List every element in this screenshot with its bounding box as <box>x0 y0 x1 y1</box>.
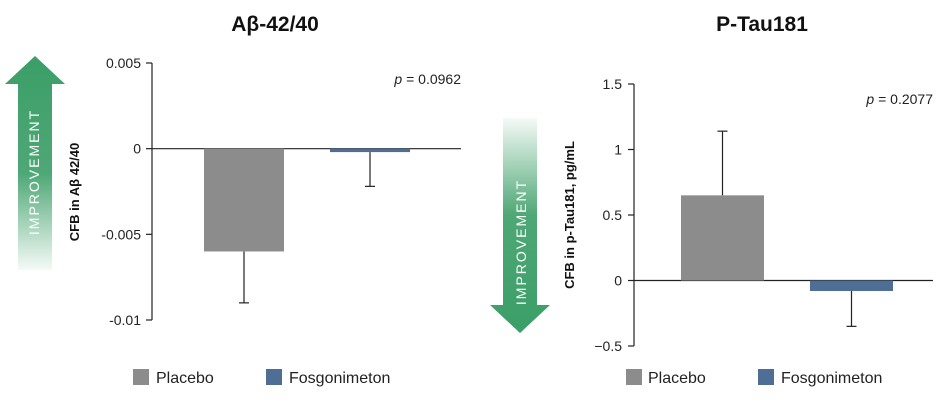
bar-placebo <box>204 148 284 252</box>
chart-title: Aβ-42/40 <box>231 13 319 36</box>
arrow-up-icon <box>5 56 65 270</box>
y-tick-label: 1.5 <box>603 76 623 92</box>
improvement-arrow-down: IMPROVEMENT <box>490 118 550 333</box>
y-tick-label: 0 <box>614 273 622 289</box>
legend-label-placebo: Placebo <box>156 370 214 387</box>
y-tick-label: 0 <box>133 141 141 157</box>
bars <box>204 148 410 304</box>
p-value-annotation: p = 0.2077 <box>865 91 933 107</box>
arrow-down-icon <box>490 118 550 333</box>
bar-fosgonimeton <box>330 148 410 153</box>
legend-label-fosgonimeton: Fosgonimeton <box>289 370 390 387</box>
legend-swatch-fosgonimeton <box>758 369 774 385</box>
bar-placebo <box>681 195 764 281</box>
y-tick-label: -0.01 <box>109 312 141 328</box>
legend-label-fosgonimeton: Fosgonimeton <box>781 370 882 387</box>
legend: Placebo Fosgonimeton <box>626 369 882 387</box>
y-tick-label: 0.005 <box>106 55 141 71</box>
improvement-label: IMPROVEMENT <box>513 179 529 305</box>
panel-ptau: P-Tau181 IMPROVEMENT CFB in p-Tau181, pg… <box>490 13 933 387</box>
bars <box>681 130 893 327</box>
p-value-annotation: p = 0.0962 <box>393 71 461 87</box>
y-tick-label: -0.005 <box>101 226 141 242</box>
bar-fosgonimeton <box>810 280 893 291</box>
p-value: = 0.2077 <box>878 91 933 107</box>
legend-label-placebo: Placebo <box>648 370 706 387</box>
improvement-label: IMPROVEMENT <box>26 109 42 235</box>
chart-title: P-Tau181 <box>716 13 808 36</box>
improvement-arrow-up: IMPROVEMENT <box>5 56 65 270</box>
p-symbol: p <box>393 71 402 87</box>
y-axis-label: CFB in Aβ 42/40 <box>67 143 82 241</box>
y-tick-label: −0.5 <box>594 338 622 354</box>
p-value: = 0.0962 <box>406 71 461 87</box>
p-symbol: p <box>865 91 874 107</box>
y-tick-label: 0.5 <box>603 207 623 223</box>
legend-swatch-placebo <box>626 369 642 385</box>
legend-swatch-fosgonimeton <box>266 369 282 385</box>
legend-swatch-placebo <box>133 369 149 385</box>
y-tick-label: 1 <box>614 142 622 158</box>
legend: Placebo Fosgonimeton <box>133 369 390 387</box>
y-axis-label: CFB in p-Tau181, pg/mL <box>562 141 577 289</box>
panel-abeta: Aβ-42/40 IMPROVEMENT CFB in Aβ 42/40 0.0… <box>5 13 461 387</box>
